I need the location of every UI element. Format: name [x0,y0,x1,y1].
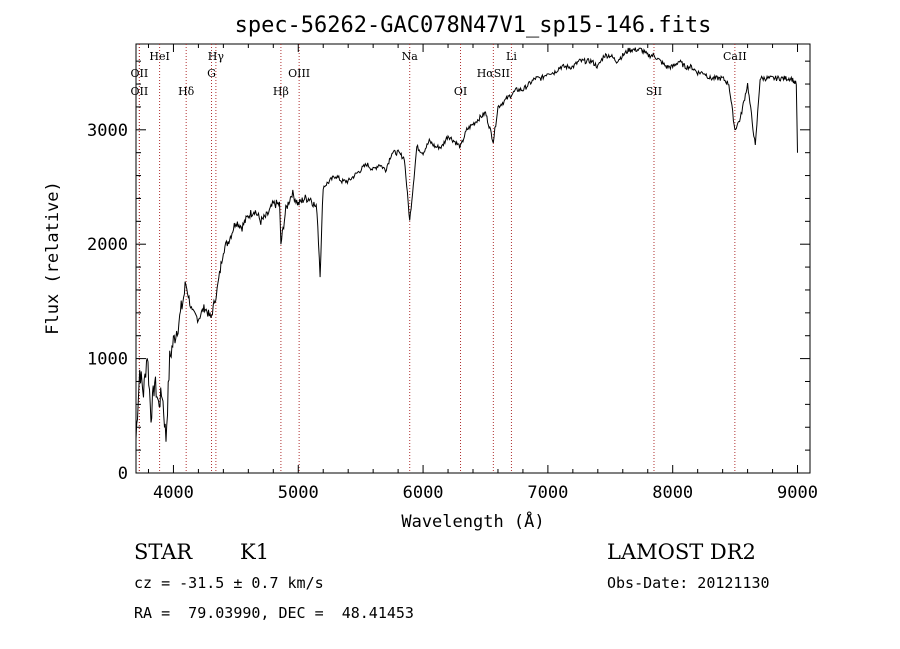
line-label: CaII [723,50,747,63]
x-axis-ticks: 4000 5000 6000 7000 8000 9000 [147,44,818,503]
line-label: Hγ [208,50,225,63]
line-label: Hβ [273,85,289,98]
y-tick-label: 2000 [87,235,128,255]
line-label: HαSII [477,67,510,80]
y-tick-label: 3000 [87,121,128,141]
coordinates: RA = 79.03990, DEC = 48.41453 [134,604,414,622]
observation-date: Obs-Date: 20121130 [607,574,770,592]
line-label: SII [646,85,662,98]
line-label: OII [131,85,149,98]
line-label: OIII [288,67,310,80]
x-tick-label: 8000 [652,483,693,503]
line-label: OI [454,85,467,98]
y-tick-label: 1000 [87,350,128,370]
spectral-subclass: K1 [240,540,270,564]
x-tick-label: 7000 [527,483,568,503]
y-tick-label: 0 [118,464,128,484]
x-tick-label: 4000 [153,483,194,503]
chart-title: spec-56262-GAC078N47V1_sp15-146.fits [235,13,712,38]
spectrum-line [135,47,798,442]
x-axis-label: Wavelength (Å) [401,510,544,532]
emission-line-markers [138,44,736,473]
y-axis-ticks: 0 1000 2000 3000 [87,60,810,484]
line-label: Na [402,50,419,63]
object-class: STAR [134,540,193,564]
x-tick-label: 6000 [403,483,444,503]
line-label: Hδ [178,85,195,98]
x-tick-label: 5000 [278,483,319,503]
survey-name: LAMOST DR2 [607,540,756,564]
plot-frame [135,43,811,474]
x-tick-label: 9000 [777,483,818,503]
line-label: G [207,67,216,80]
y-axis-label: Flux (relative) [43,181,63,335]
redshift-velocity: cz = -31.5 ± 0.7 km/s [134,574,324,592]
line-label: OII [131,67,149,80]
line-label: Li [506,50,517,63]
line-label: HeI [149,50,169,63]
spectrum-chart: spec-56262-GAC078N47V1_sp15-146.fits OII… [43,13,818,532]
